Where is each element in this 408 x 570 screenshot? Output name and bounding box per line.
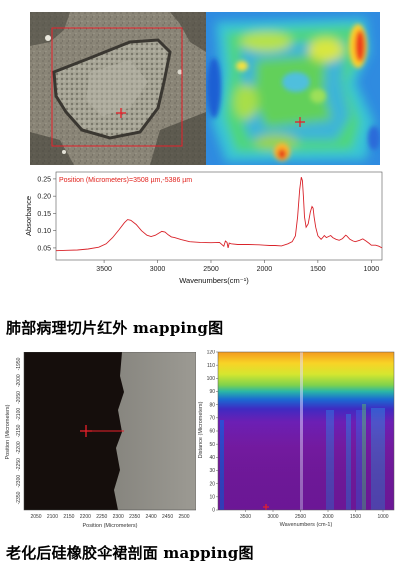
- heat-y-tick-label: 50: [209, 442, 215, 448]
- heat-y-tick-label: 10: [209, 495, 215, 501]
- rubber-y-axis-label: Position (Micrometers): [5, 404, 11, 459]
- heat-x-tick-label: 1000: [377, 514, 388, 520]
- rubber-y-tick-label: -2300: [16, 475, 22, 488]
- rubber-x-tick-label: 2250: [96, 514, 107, 520]
- micrograph-panel: [30, 12, 206, 165]
- y-tick-label: 0.25: [37, 176, 51, 183]
- rubber-x-axis-label: Position (Micrometers): [82, 523, 137, 529]
- x-tick-label: 3000: [150, 266, 166, 273]
- heat-y-tick-label: 60: [209, 429, 215, 435]
- y-tick-label: 0.15: [37, 211, 51, 218]
- x-tick-label: 3500: [96, 266, 112, 273]
- rubber-x-tick-label: 2200: [80, 514, 91, 520]
- caption-lung-mapping: 肺部病理切片红外 mapping图: [6, 319, 224, 337]
- rubber-y-tick-label: -2250: [16, 458, 22, 471]
- rubber-micrograph: -1950 -2000 -2050 -2100 -2150 -2200 -2250 -2300…: [5, 352, 196, 529]
- y-tick-label: 0.20: [37, 194, 51, 201]
- y-axis-label: Absorbance: [24, 196, 33, 236]
- rubber-y-tick-label: -2150: [16, 424, 22, 437]
- rubber-x-tick-label: 2350: [129, 514, 140, 520]
- heat-y-tick-label: 20: [209, 481, 215, 487]
- rubber-section-panel: -1950 -2000 -2050 -2100 -2150 -2200 -2250 -2300…: [4, 352, 196, 530]
- rubber-x-tick-label: 2100: [47, 514, 58, 520]
- rubber-y-tick-label: -2050: [16, 391, 22, 404]
- rubber-x-tick-label: 2300: [113, 514, 124, 520]
- heatmap-y-axis-label: Distance (Micrometers): [198, 401, 204, 458]
- heatmap-x-axis-label: Wavenumbers (cm-1): [280, 522, 333, 528]
- crosshair-marker: [116, 108, 126, 118]
- ir-heatmap-panel: [206, 12, 380, 165]
- crosshair-marker: [263, 504, 269, 510]
- rubber-y-tick-label: -2100: [16, 408, 22, 421]
- x-tick-label: 1000: [364, 266, 380, 273]
- rubber-y-tick-label: -2000: [16, 374, 22, 387]
- heat-x-tick-label: 2500: [295, 514, 306, 520]
- rubber-x-tick-label: 2400: [146, 514, 157, 520]
- x-axis-label: Wavenumbers(cm⁻¹): [179, 276, 249, 285]
- y-tick-label: 0.10: [37, 228, 51, 235]
- heat-y-tick-label: 100: [207, 376, 216, 382]
- heat-y-tick-label: 30: [209, 468, 215, 474]
- heat-x-tick-label: 1500: [350, 514, 361, 520]
- rubber-x-tick-label: 2500: [178, 514, 189, 520]
- position-readout: Position (Micrometers)=3508 µm,-5386 µm: [59, 177, 192, 184]
- y-tick-label: 0.05: [37, 245, 51, 252]
- rubber-y-tick-label: -2200: [16, 441, 22, 454]
- rubber-y-tick-label: -1950: [16, 357, 22, 370]
- plot-frame: [55, 171, 383, 261]
- spectrum-plot: Position (Micrometers)=3508 µm,-5386 µm …: [24, 171, 383, 285]
- ir-heatmap-image: [206, 12, 380, 165]
- crosshair-marker: [80, 425, 124, 437]
- heat-y-tick-label: 80: [209, 402, 215, 408]
- line-mapping-heatmap: 0 10 20 30 40 50 60 70 80 90 100 110 120 3500 3000 250…: [198, 350, 395, 528]
- heat-y-tick-label: 110: [207, 363, 215, 369]
- heat-y-tick-label: 70: [209, 416, 215, 422]
- rubber-x-tick-label: 2050: [30, 514, 41, 520]
- heat-x-tick-label: 3500: [240, 514, 251, 520]
- rubber-x-tick-label: 2150: [63, 514, 74, 520]
- x-tick-label: 2000: [257, 266, 273, 273]
- crosshair-marker: [295, 117, 305, 127]
- x-tick-label: 1500: [310, 266, 326, 273]
- spectrum-chart: Position (Micrometers)=3508 µm,-5386 µm …: [24, 168, 386, 292]
- tissue-micrograph: [30, 12, 206, 165]
- heat-x-tick-label: 2000: [322, 514, 333, 520]
- line-mapping-panel: 0 10 20 30 40 50 60 70 80 90 100 110 120 3500 3000 250…: [196, 350, 396, 532]
- spectrum-line: [55, 177, 383, 252]
- x-tick-label: 2500: [203, 266, 219, 273]
- caption-rubber-mapping: 老化后硅橡胶伞裙剖面 mapping图: [6, 544, 254, 562]
- rubber-x-tick-label: 2450: [162, 514, 173, 520]
- heat-y-tick-label: 0: [212, 508, 215, 514]
- heat-y-tick-label: 120: [207, 350, 216, 356]
- heat-y-tick-label: 40: [209, 455, 215, 461]
- heat-y-tick-label: 90: [209, 389, 215, 395]
- rubber-y-tick-label: -2350: [16, 491, 22, 504]
- heat-x-tick-label: 3000: [267, 514, 278, 520]
